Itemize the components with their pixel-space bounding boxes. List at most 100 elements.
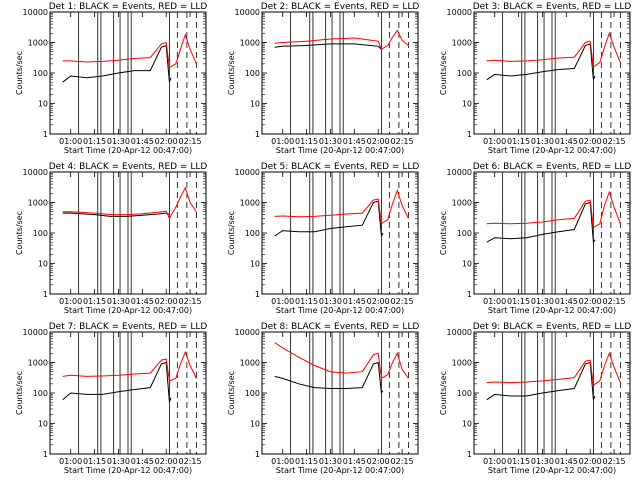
y-tick-label: 1 [467, 290, 472, 299]
x-tick-label: 01:45 [131, 137, 154, 146]
series-line-events [62, 361, 172, 403]
y-axis-label: Counts/sec [227, 51, 236, 95]
y-tick-label: 1 [43, 290, 48, 299]
x-tick-label: 01:00 [271, 137, 294, 146]
y-tick-label: 1000 [452, 199, 472, 208]
panel-det-2: Det 2: BLACK = Events, RED = LLD 1 10 100 10… [227, 2, 419, 155]
y-tick-label: 1000 [452, 39, 472, 48]
series-line-events [486, 43, 596, 81]
x-tick-label: 01:15 [507, 137, 530, 146]
y-tick-label: 10 [462, 420, 472, 429]
x-tick-label: 02:00 [155, 297, 178, 306]
series-line-events [486, 361, 596, 401]
y-tick-label: 1 [43, 450, 48, 459]
x-tick-label: 02:15 [391, 297, 414, 306]
y-tick-label: 1000 [28, 199, 48, 208]
series-line-lld [486, 190, 621, 229]
x-tick-label: 02:15 [391, 457, 414, 466]
y-tick-label: 10000 [235, 328, 260, 337]
x-axis-label: Start Time (20-Apr-12 00:47:00) [488, 466, 616, 475]
x-tick-label: 01:00 [59, 457, 82, 466]
y-tick-label: 10000 [235, 8, 260, 17]
x-tick-label: 02:00 [155, 137, 178, 146]
x-axis-label: Start Time (20-Apr-12 00:47:00) [64, 466, 192, 475]
y-tick-label: 1000 [240, 359, 260, 368]
x-tick-label: 01:45 [343, 297, 366, 306]
series-line-events [274, 361, 384, 395]
x-tick-label: 02:00 [579, 457, 602, 466]
x-tick-label: 02:15 [603, 457, 626, 466]
x-tick-label: 01:30 [107, 297, 130, 306]
y-tick-label: 1000 [28, 359, 48, 368]
panel-det-9: Det 9: BLACK = Events, RED = LLD 1 10 100 10… [439, 322, 631, 475]
series-line-lld [62, 186, 197, 220]
x-axis-label: Start Time (20-Apr-12 00:47:00) [488, 146, 616, 155]
panel-title: Det 9: BLACK = Events, RED = LLD [473, 322, 632, 332]
x-axis-label: Start Time (20-Apr-12 00:47:00) [276, 466, 404, 475]
x-tick-label: 02:15 [179, 457, 202, 466]
x-tick-label: 02:15 [179, 137, 202, 146]
y-tick-label: 1 [467, 130, 472, 139]
y-tick-label: 100 [457, 389, 472, 398]
y-tick-label: 100 [245, 69, 260, 78]
y-axis-label: Counts/sec [227, 371, 236, 415]
y-tick-label: 100 [457, 229, 472, 238]
y-tick-label: 1000 [240, 39, 260, 48]
y-tick-label: 1000 [452, 359, 472, 368]
panel-det-1: Det 1: BLACK = Events, RED = LLD 1 10 100 10… [15, 2, 207, 155]
y-tick-label: 10000 [447, 328, 472, 337]
x-tick-label: 01:15 [507, 297, 530, 306]
y-tick-label: 1000 [240, 199, 260, 208]
series-line-events [62, 44, 172, 83]
x-tick-label: 01:45 [555, 297, 578, 306]
y-tick-label: 10000 [23, 8, 48, 17]
panel-det-6: Det 6: BLACK = Events, RED = LLD 1 10 100 10… [439, 162, 631, 315]
y-tick-label: 10 [38, 420, 48, 429]
y-tick-label: 1 [255, 450, 260, 459]
x-tick-label: 01:15 [295, 297, 318, 306]
x-tick-label: 01:45 [343, 137, 366, 146]
y-axis-label: Counts/sec [439, 371, 448, 415]
panel-det-7: Det 7: BLACK = Events, RED = LLD 1 10 100 10… [15, 322, 207, 475]
y-axis-label: Counts/sec [15, 51, 24, 95]
y-tick-label: 10000 [447, 168, 472, 177]
x-tick-label: 01:45 [555, 457, 578, 466]
x-tick-label: 01:00 [483, 137, 506, 146]
x-tick-label: 01:30 [531, 137, 554, 146]
x-axis-label: Start Time (20-Apr-12 00:47:00) [276, 306, 404, 315]
panel-title: Det 2: BLACK = Events, RED = LLD [261, 2, 420, 12]
x-tick-label: 01:45 [131, 457, 154, 466]
x-tick-label: 02:15 [391, 137, 414, 146]
y-tick-label: 10 [250, 100, 260, 109]
y-tick-label: 10000 [23, 328, 48, 337]
x-tick-label: 01:00 [59, 297, 82, 306]
y-tick-label: 1000 [28, 39, 48, 48]
x-tick-label: 02:00 [579, 137, 602, 146]
series-line-lld [486, 31, 621, 68]
y-tick-label: 10000 [23, 168, 48, 177]
x-tick-label: 02:15 [179, 297, 202, 306]
panel-title: Det 5: BLACK = Events, RED = LLD [261, 162, 420, 172]
x-tick-label: 01:15 [83, 297, 106, 306]
x-tick-label: 01:30 [319, 137, 342, 146]
series-line-lld [62, 350, 197, 382]
series-line-lld [274, 29, 409, 51]
x-tick-label: 01:15 [295, 137, 318, 146]
x-tick-label: 01:00 [271, 457, 294, 466]
y-axis-label: Counts/sec [439, 51, 448, 95]
x-tick-label: 01:45 [343, 457, 366, 466]
series-line-events [62, 212, 170, 217]
y-tick-label: 10 [38, 260, 48, 269]
y-tick-label: 100 [245, 389, 260, 398]
x-tick-label: 02:00 [367, 137, 390, 146]
x-tick-label: 01:15 [507, 457, 530, 466]
x-tick-label: 01:45 [131, 297, 154, 306]
y-tick-label: 1 [255, 290, 260, 299]
x-tick-label: 01:00 [483, 457, 506, 466]
y-axis-label: Counts/sec [439, 211, 448, 255]
y-tick-label: 1 [467, 450, 472, 459]
panel-det-8: Det 8: BLACK = Events, RED = LLD 1 10 100 10… [227, 322, 419, 475]
y-tick-label: 100 [457, 69, 472, 78]
x-tick-label: 01:30 [107, 457, 130, 466]
